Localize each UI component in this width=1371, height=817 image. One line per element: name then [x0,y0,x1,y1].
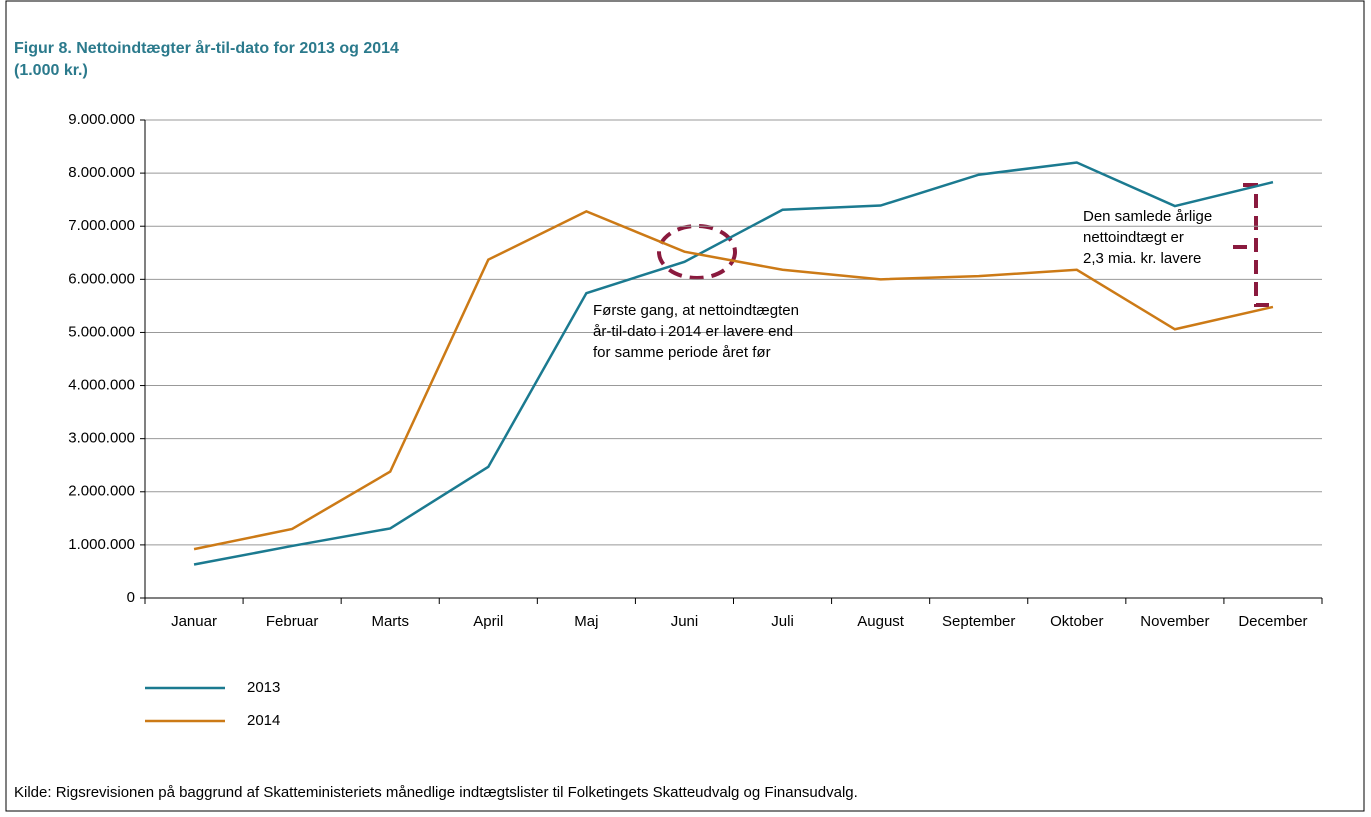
y-tick-label: 2.000.000 [68,483,135,500]
annotation: Den samlede årlige [1083,208,1212,225]
y-tick-label: 6.000.000 [68,270,135,287]
annotation: for samme periode året før [593,344,771,361]
chart-title: Figur 8. Nettoindtægter år-til-dato for … [14,39,399,57]
series-line [193,161,1274,566]
series-line [193,209,1274,551]
x-tick-label: Oktober [1050,613,1103,630]
x-tick-label: November [1140,613,1209,630]
x-tick-label: Februar [266,613,319,630]
x-tick-label: August [857,613,905,630]
y-tick-label: 1.000.000 [68,536,135,553]
x-tick-label: April [473,613,503,630]
annotation: år-til-dato i 2014 er lavere end [593,323,793,340]
x-tick-label: Januar [171,613,217,630]
y-tick-label: 0 [127,589,135,606]
y-tick-label: 8.000.000 [68,164,135,181]
frame [5,0,1365,812]
x-tick-label: Juni [671,613,699,630]
difference-bracket [1233,183,1272,307]
highlight-ellipse [657,224,737,280]
x-tick-label: Maj [574,613,598,630]
legend-label: 2014 [247,712,280,729]
x-tick-label: Marts [371,613,409,630]
y-tick-label: 3.000.000 [68,430,135,447]
annotation: Første gang, at nettoindtægten [593,302,799,319]
y-tick-label: 5.000.000 [68,323,135,340]
legend-label: 2013 [247,679,280,696]
x-tick-label: Juli [771,613,794,630]
y-tick-label: 7.000.000 [68,217,135,234]
x-tick-label: September [942,613,1015,630]
y-tick-label: 4.000.000 [68,377,135,394]
annotation: 2,3 mia. kr. lavere [1083,250,1201,267]
y-tick-label: 9.000.000 [68,111,135,128]
x-tick-label: December [1238,613,1307,630]
annotation: nettoindtægt er [1083,229,1184,246]
chart-subtitle: (1.000 kr.) [14,62,88,79]
source: Kilde: Rigsrevisionen på baggrund af Ska… [14,784,858,801]
